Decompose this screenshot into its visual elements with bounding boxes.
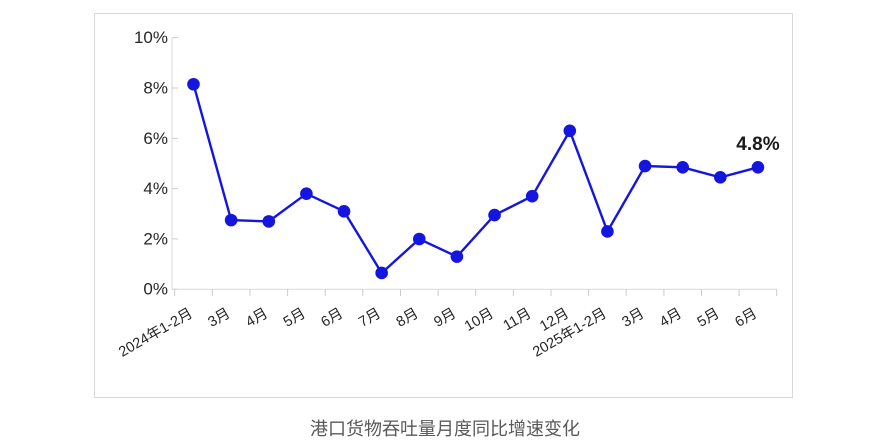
svg-text:10%: 10% <box>134 28 168 47</box>
svg-text:10月: 10月 <box>462 306 497 335</box>
svg-text:6%: 6% <box>143 129 168 148</box>
svg-text:9月: 9月 <box>431 306 459 331</box>
svg-text:3月: 3月 <box>206 306 234 331</box>
svg-text:2025年1-2月: 2025年1-2月 <box>530 305 610 361</box>
svg-text:4.8%: 4.8% <box>736 134 779 155</box>
svg-text:8月: 8月 <box>394 306 422 331</box>
svg-text:0%: 0% <box>143 280 168 299</box>
svg-text:2024年1-2月: 2024年1-2月 <box>116 305 196 361</box>
svg-text:5月: 5月 <box>695 306 723 331</box>
svg-text:3月: 3月 <box>620 306 648 331</box>
svg-text:6月: 6月 <box>318 306 346 331</box>
svg-text:4%: 4% <box>143 179 168 198</box>
svg-text:5月: 5月 <box>281 306 309 331</box>
svg-text:8%: 8% <box>143 79 168 98</box>
svg-text:6月: 6月 <box>732 306 760 331</box>
svg-text:7月: 7月 <box>356 306 384 331</box>
svg-text:4月: 4月 <box>657 306 685 331</box>
svg-text:4月: 4月 <box>243 306 271 331</box>
svg-text:11月: 11月 <box>501 306 535 335</box>
svg-text:2%: 2% <box>143 229 168 248</box>
